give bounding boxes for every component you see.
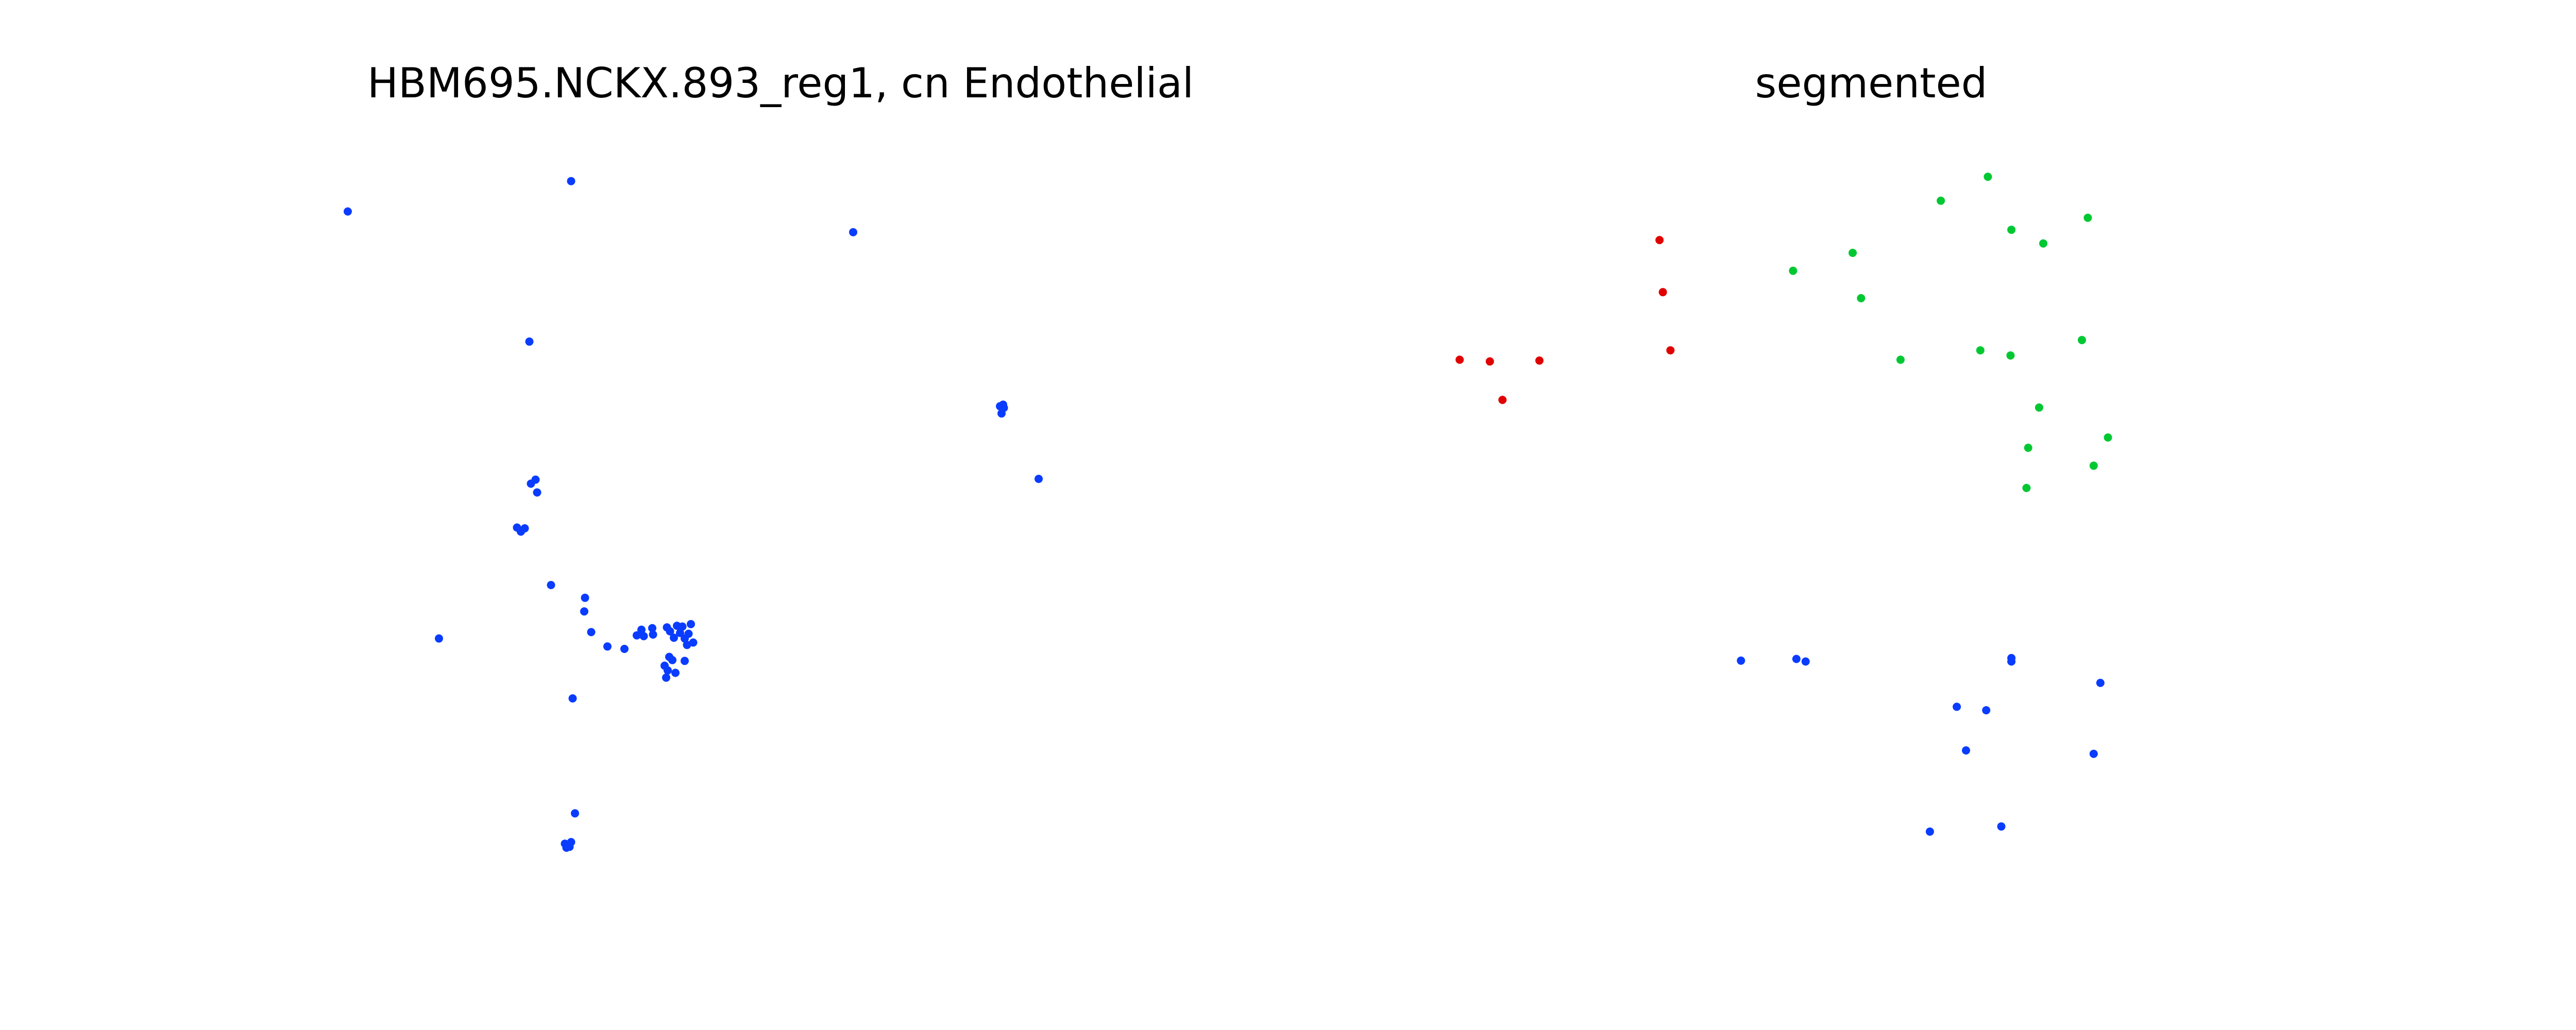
- scatter-point: [525, 337, 534, 346]
- scatter-point: [1658, 288, 1667, 297]
- scatter-point: [684, 629, 693, 638]
- scatter-point: [1953, 702, 1961, 711]
- scatter-point: [662, 673, 670, 682]
- scatter-point: [1937, 196, 1945, 205]
- scatter-point: [1737, 656, 1745, 665]
- scatter-point: [1982, 706, 1991, 715]
- scatter-point: [676, 629, 684, 637]
- scatter-point: [689, 638, 698, 647]
- scatter-point: [1792, 655, 1801, 663]
- scatter-point: [1925, 827, 1934, 836]
- scatter-point: [639, 632, 648, 641]
- scatter-point: [435, 634, 443, 643]
- scatter-point: [2007, 657, 2016, 666]
- scatter-point: [571, 809, 579, 818]
- scatter-point: [2007, 226, 2016, 234]
- right-scatter-points: [1455, 173, 2112, 836]
- scatter-point: [2022, 484, 2031, 492]
- scatter-point: [620, 645, 629, 653]
- scatter-point: [2083, 213, 2092, 222]
- scatter-point: [603, 642, 612, 651]
- right-chart-title: segmented: [1755, 59, 1988, 107]
- scatter-point: [683, 641, 691, 649]
- scatter-point: [581, 593, 589, 602]
- scatter-point: [531, 475, 540, 484]
- scatter-point: [2039, 239, 2047, 248]
- scatter-point: [649, 630, 657, 639]
- scatter-point: [668, 656, 676, 664]
- scatter-point: [568, 694, 577, 703]
- scatter-point: [670, 633, 678, 642]
- scatter-point: [2104, 433, 2112, 442]
- scatter-point: [1666, 346, 1675, 355]
- scatter-point: [533, 488, 541, 497]
- scatter-point: [1962, 746, 1970, 755]
- scatter-point: [1857, 294, 1866, 302]
- scatter-point: [565, 843, 574, 851]
- left-chart-title: HBM695.NCKX.893_reg1, cn Endothelial: [367, 59, 1194, 107]
- scatter-point: [1801, 657, 1810, 666]
- scatter-point: [687, 620, 695, 628]
- scatter-point: [2078, 336, 2086, 345]
- scatter-point: [1997, 822, 2006, 831]
- scatter-point: [1849, 249, 1857, 257]
- scatter-point: [849, 228, 857, 236]
- scatter-point: [587, 628, 596, 637]
- scatter-point: [633, 631, 641, 640]
- scatter-point: [1655, 236, 1664, 245]
- scatter-marks: [344, 173, 2112, 852]
- scatter-point: [1035, 474, 1043, 483]
- scatter-point: [2089, 461, 2098, 470]
- scatter-point: [1455, 355, 1464, 364]
- scatter-point: [344, 207, 352, 216]
- scatter-point: [1498, 396, 1507, 404]
- scatter-point: [2024, 443, 2032, 452]
- scatter-point: [2006, 351, 2015, 360]
- scatter-point: [671, 668, 680, 677]
- scatter-point: [1984, 173, 1992, 181]
- scatter-point: [547, 581, 555, 589]
- scatter-point: [678, 622, 687, 631]
- scatter-point: [520, 524, 529, 533]
- scatter-point: [1789, 266, 1798, 275]
- scatter-point: [1976, 346, 1985, 355]
- scatter-point: [648, 624, 656, 632]
- scatter-point: [681, 657, 689, 665]
- scatter-point: [1535, 356, 1544, 365]
- scatter-point: [1485, 357, 1494, 366]
- scatter-point: [2035, 403, 2043, 412]
- left-scatter-points: [344, 177, 1043, 852]
- scatter-point: [1896, 355, 1905, 364]
- scatter-point: [999, 403, 1008, 412]
- scatter-point: [664, 666, 672, 675]
- scatter-point: [666, 627, 674, 636]
- scatter-point: [2096, 679, 2105, 687]
- scatter-point: [2089, 749, 2098, 758]
- scatter-point: [567, 177, 575, 185]
- scatter-point: [637, 625, 646, 634]
- scatter-point: [580, 607, 588, 616]
